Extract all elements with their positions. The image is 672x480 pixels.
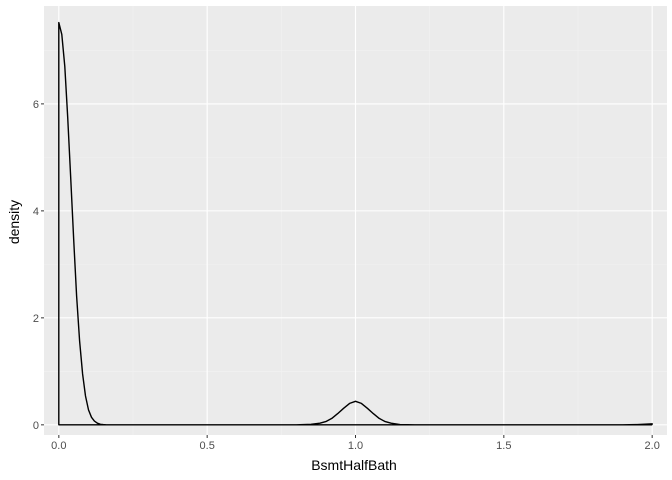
- x-tick-label: 0.0: [51, 440, 66, 452]
- x-tick-label: 1.5: [496, 440, 511, 452]
- x-tick-label: 1.0: [348, 440, 363, 452]
- x-tick-label: 0.5: [200, 440, 215, 452]
- y-tick-label: 0: [33, 420, 39, 432]
- y-tick-label: 4: [33, 206, 39, 218]
- y-tick-label: 6: [33, 99, 39, 111]
- x-axis: 0.0 0.5 1.0 1.5 2.0: [51, 435, 660, 452]
- density-line-0: [58, 21, 653, 426]
- x-axis-title: BsmtHalfBath: [311, 457, 397, 473]
- y-axis: 0 2 4 6: [33, 99, 44, 432]
- y-axis-title: density: [6, 200, 22, 244]
- x-tick-label: 2.0: [645, 440, 660, 452]
- y-tick-label: 2: [33, 313, 39, 325]
- series-layer: [58, 21, 653, 426]
